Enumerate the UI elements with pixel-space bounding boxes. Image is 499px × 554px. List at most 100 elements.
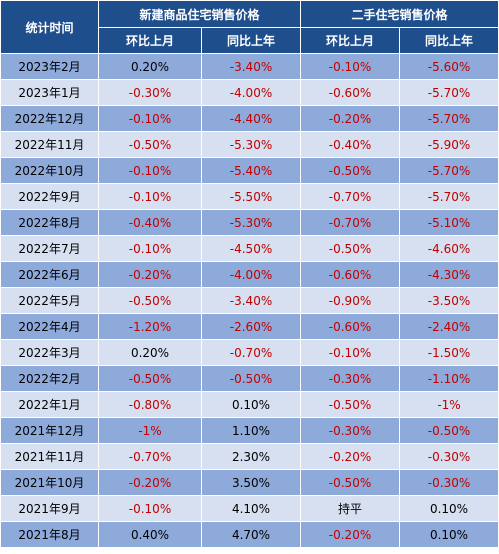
cell-new-mom: -0.80% <box>98 391 202 418</box>
cell-period: 2022年12月 <box>0 105 99 132</box>
cell-new-mom: -0.10% <box>98 495 202 522</box>
cell-new-yoy: -5.50% <box>200 183 302 210</box>
cell-used-mom: -0.20% <box>300 521 401 548</box>
cell-new-mom: -0.10% <box>98 157 202 184</box>
table-row: 2022年7月 -0.10% -4.50% -0.50% -4.60% <box>0 235 499 262</box>
cell-used-mom: -0.20% <box>300 105 401 132</box>
header-period: 统计时间 <box>0 0 99 54</box>
cell-new-mom: 0.20% <box>98 339 202 366</box>
cell-used-mom: -0.40% <box>300 131 401 158</box>
cell-new-yoy: -4.00% <box>200 79 302 106</box>
cell-new-mom: 0.40% <box>98 521 202 548</box>
cell-period: 2021年9月 <box>0 495 99 522</box>
header-group-used-housing: 二手住宅销售价格 <box>300 0 499 28</box>
cell-new-yoy: -5.30% <box>200 131 302 158</box>
cell-new-mom: -0.50% <box>98 287 202 314</box>
table-row: 2022年9月 -0.10% -5.50% -0.70% -5.70% <box>0 183 499 210</box>
cell-new-mom: -0.70% <box>98 443 202 470</box>
cell-period: 2021年11月 <box>0 443 99 470</box>
cell-period: 2022年1月 <box>0 391 99 418</box>
cell-new-yoy: 0.10% <box>200 391 302 418</box>
cell-new-mom: -0.20% <box>98 469 202 496</box>
cell-period: 2022年3月 <box>0 339 99 366</box>
header-used-mom: 环比上月 <box>300 27 401 54</box>
cell-used-mom: -0.50% <box>300 235 401 262</box>
header-used-yoy: 同比上年 <box>399 27 499 54</box>
cell-new-mom: -0.50% <box>98 131 202 158</box>
table-row: 2022年4月 -1.20% -2.60% -0.60% -2.40% <box>0 313 499 340</box>
cell-new-mom: -0.20% <box>98 261 202 288</box>
cell-used-yoy: -0.30% <box>399 443 499 470</box>
cell-new-yoy: 1.10% <box>200 417 302 444</box>
cell-period: 2022年9月 <box>0 183 99 210</box>
cell-new-yoy: -2.60% <box>200 313 302 340</box>
cell-period: 2023年1月 <box>0 79 99 106</box>
header-group-new-housing: 新建商品住宅销售价格 <box>97 0 302 28</box>
cell-new-mom: -0.30% <box>98 79 202 106</box>
cell-used-mom: -0.70% <box>300 209 401 236</box>
table-row: 2022年2月 -0.50% -0.50% -0.30% -1.10% <box>0 365 499 392</box>
cell-new-mom: -0.10% <box>98 183 202 210</box>
cell-new-mom: -0.10% <box>98 105 202 132</box>
cell-new-yoy: -4.50% <box>200 235 302 262</box>
table-row: 2022年10月 -0.10% -5.40% -0.50% -5.70% <box>0 157 499 184</box>
table-row: 2021年8月 0.40% 4.70% -0.20% 0.10% <box>0 521 499 548</box>
cell-period: 2022年6月 <box>0 261 99 288</box>
table-row: 2022年5月 -0.50% -3.40% -0.90% -3.50% <box>0 287 499 314</box>
cell-period: 2022年10月 <box>0 157 99 184</box>
cell-used-mom: -0.30% <box>300 417 401 444</box>
cell-new-mom: -0.50% <box>98 365 202 392</box>
cell-used-yoy: -1.50% <box>399 339 499 366</box>
cell-period: 2021年10月 <box>0 469 99 496</box>
header-new-yoy: 同比上年 <box>200 27 302 54</box>
cell-used-yoy: -0.30% <box>399 469 499 496</box>
cell-period: 2022年4月 <box>0 313 99 340</box>
cell-new-yoy: -0.50% <box>200 365 302 392</box>
table-row: 2021年9月 -0.10% 4.10% 持平 0.10% <box>0 495 499 522</box>
table-row: 2022年1月 -0.80% 0.10% -0.50% -1% <box>0 391 499 418</box>
cell-period: 2023年2月 <box>0 53 99 80</box>
cell-new-yoy: -4.00% <box>200 261 302 288</box>
cell-new-yoy: 2.30% <box>200 443 302 470</box>
table-row: 2022年11月 -0.50% -5.30% -0.40% -5.90% <box>0 131 499 158</box>
cell-period: 2022年8月 <box>0 209 99 236</box>
cell-used-mom: -0.10% <box>300 53 401 80</box>
cell-period: 2022年11月 <box>0 131 99 158</box>
cell-new-yoy: -5.40% <box>200 157 302 184</box>
cell-used-mom: -0.60% <box>300 261 401 288</box>
cell-new-mom: 0.20% <box>98 53 202 80</box>
cell-used-mom: -0.70% <box>300 183 401 210</box>
cell-new-yoy: 4.70% <box>200 521 302 548</box>
cell-new-mom: -0.40% <box>98 209 202 236</box>
cell-used-mom: -0.90% <box>300 287 401 314</box>
cell-period: 2022年7月 <box>0 235 99 262</box>
cell-used-yoy: -2.40% <box>399 313 499 340</box>
cell-used-yoy: -4.60% <box>399 235 499 262</box>
table-row: 2021年12月 -1% 1.10% -0.30% -0.50% <box>0 417 499 444</box>
cell-used-yoy: -5.70% <box>399 157 499 184</box>
cell-used-yoy: 0.10% <box>399 521 499 548</box>
cell-used-yoy: -4.30% <box>399 261 499 288</box>
cell-used-mom: -0.60% <box>300 79 401 106</box>
cell-used-yoy: -1.10% <box>399 365 499 392</box>
cell-used-yoy: -3.50% <box>399 287 499 314</box>
cell-used-yoy: -5.70% <box>399 105 499 132</box>
cell-new-mom: -1% <box>98 417 202 444</box>
cell-new-yoy: 4.10% <box>200 495 302 522</box>
cell-used-yoy: -5.90% <box>399 131 499 158</box>
table-row: 2022年6月 -0.20% -4.00% -0.60% -4.30% <box>0 261 499 288</box>
cell-new-yoy: -4.40% <box>200 105 302 132</box>
cell-used-yoy: -1% <box>399 391 499 418</box>
table-row: 2021年10月 -0.20% 3.50% -0.50% -0.30% <box>0 469 499 496</box>
cell-new-yoy: -3.40% <box>200 53 302 80</box>
cell-used-yoy: 0.10% <box>399 495 499 522</box>
cell-used-yoy: -5.60% <box>399 53 499 80</box>
table-row: 2022年3月 0.20% -0.70% -0.10% -1.50% <box>0 339 499 366</box>
table-row: 2022年8月 -0.40% -5.30% -0.70% -5.10% <box>0 209 499 236</box>
cell-used-yoy: -5.70% <box>399 79 499 106</box>
cell-used-mom: -0.10% <box>300 339 401 366</box>
cell-new-mom: -1.20% <box>98 313 202 340</box>
table-row: 2022年12月 -0.10% -4.40% -0.20% -5.70% <box>0 105 499 132</box>
